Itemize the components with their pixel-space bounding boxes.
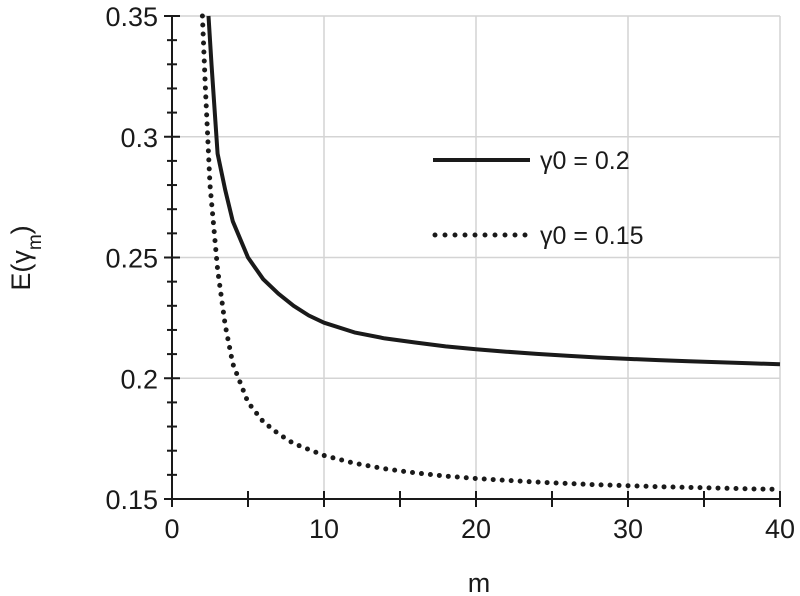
y-tick-label-1: 0.2 bbox=[120, 364, 158, 394]
x-tick-label-3: 30 bbox=[613, 514, 643, 544]
series-layer bbox=[199, 13, 783, 492]
x-axis-label: m bbox=[468, 568, 491, 596]
x-tick-label-4: 40 bbox=[765, 514, 795, 544]
y-tick-label-0: 0.15 bbox=[105, 485, 158, 515]
y-axis-label-close: ) bbox=[6, 225, 36, 234]
legend: γ0 = 0.2 γ0 = 0.15 bbox=[432, 147, 644, 250]
legend-label-series-2: γ0 = 0.15 bbox=[540, 222, 644, 250]
y-axis-label: E(γm) bbox=[6, 225, 46, 290]
axes bbox=[164, 15, 781, 507]
y-tick-label-4: 0.35 bbox=[105, 2, 158, 32]
x-tick-label-2: 20 bbox=[461, 514, 491, 544]
legend-label-series-1: γ0 = 0.2 bbox=[540, 147, 630, 175]
series-line-2 bbox=[199, 13, 783, 492]
x-tick-label-0: 0 bbox=[164, 514, 179, 544]
grid bbox=[172, 15, 781, 499]
y-axis-label-sub: m bbox=[25, 234, 46, 250]
tick-labels: 0 10 20 30 40 0.15 0.2 0.25 0.3 0.35 bbox=[105, 2, 795, 544]
y-axis-label-main: E(γ bbox=[6, 250, 36, 291]
x-tick-label-1: 10 bbox=[309, 514, 339, 544]
y-tick-label-3: 0.3 bbox=[120, 123, 158, 153]
series-line-1 bbox=[206, 15, 781, 367]
y-tick-label-2: 0.25 bbox=[105, 244, 158, 274]
